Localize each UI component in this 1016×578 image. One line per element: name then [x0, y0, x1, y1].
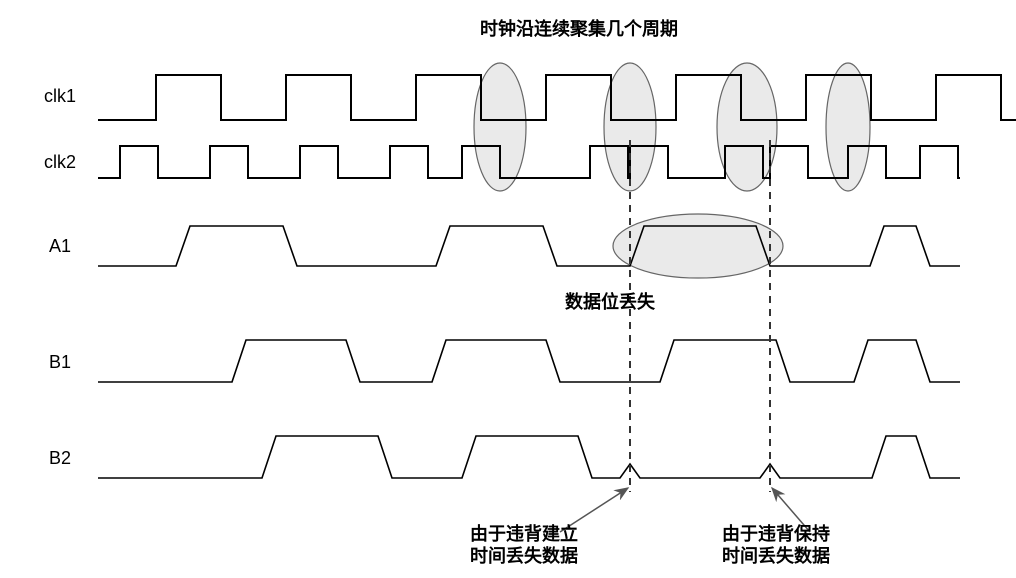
hold-violation-annotation-1: 由于违背保持	[722, 523, 830, 544]
b2-label: B2	[49, 448, 71, 468]
data-loss-ellipse	[613, 214, 783, 278]
clk1-label: clk1	[44, 86, 76, 106]
setup-violation-annotation-2: 时间丢失数据	[470, 545, 578, 566]
b1-label: B1	[49, 352, 71, 372]
top-annotation: 时钟沿连续聚集几个周期	[480, 18, 678, 39]
setup-violation-annotation-1: 由于违背建立	[470, 523, 578, 544]
hold-violation-annotation-2: 时间丢失数据	[722, 545, 830, 566]
clk2-label: clk2	[44, 152, 76, 172]
a1-label: A1	[49, 236, 71, 256]
data-loss-annotation: 数据位丢失	[565, 291, 656, 312]
